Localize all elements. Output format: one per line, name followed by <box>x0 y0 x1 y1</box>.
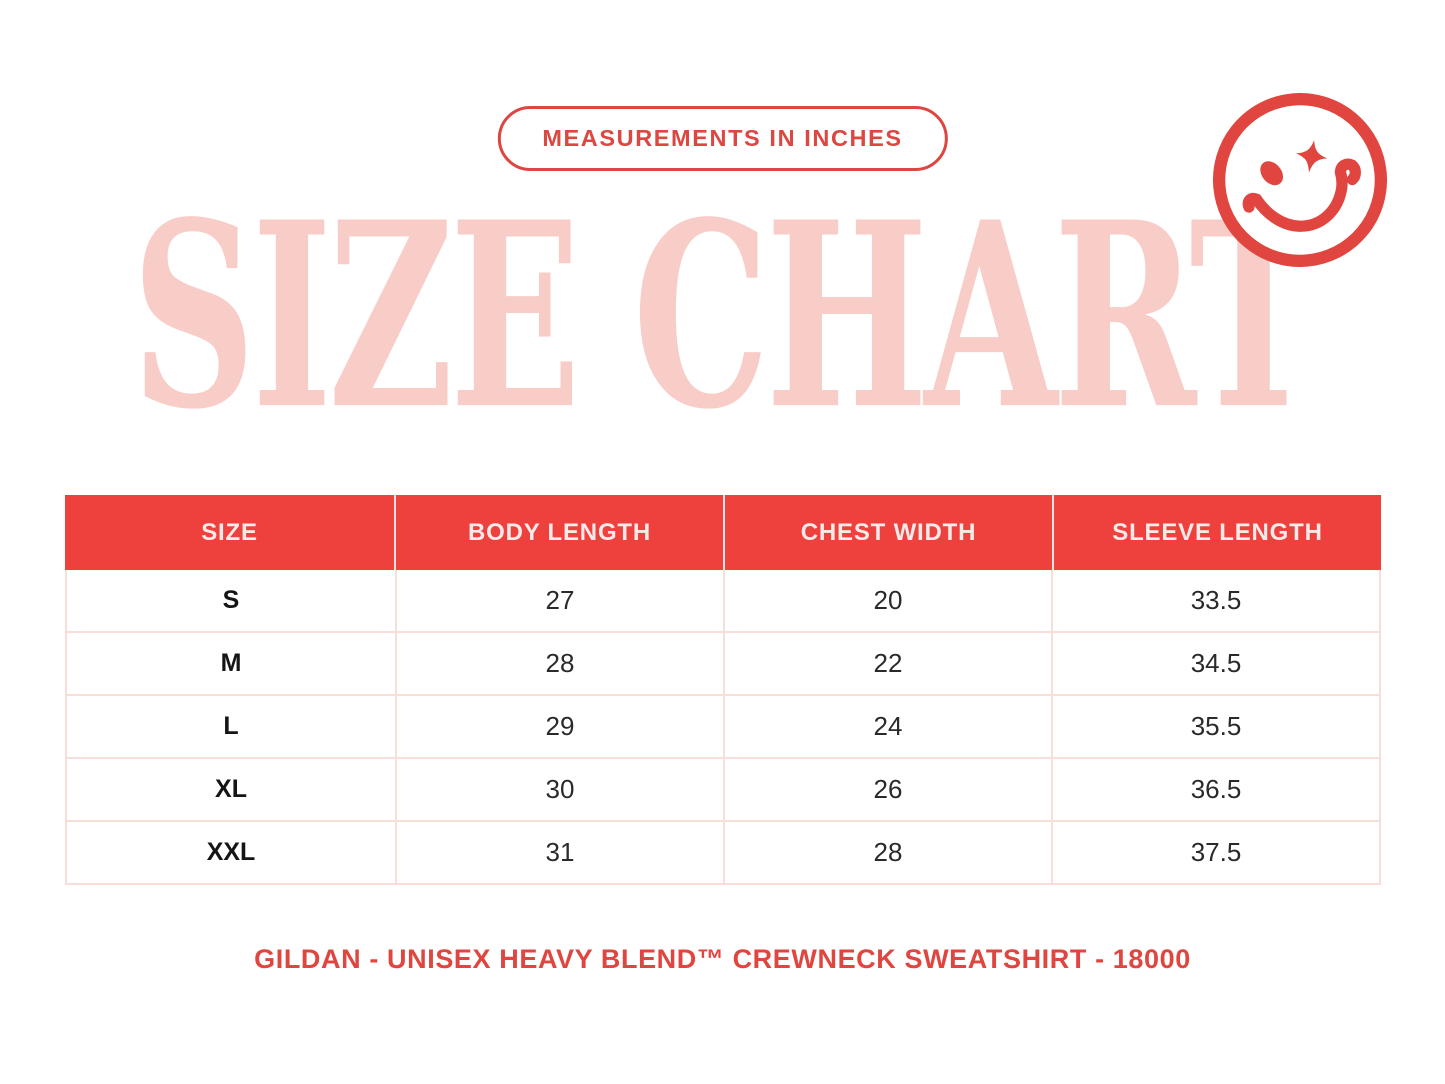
size-cell: XL <box>215 775 247 803</box>
header-size: SIZE <box>201 518 258 546</box>
size-table-header-row: SIZE BODY LENGTH CHEST WIDTH SLEEVE LENG… <box>65 495 1381 570</box>
value-cell: 37.5 <box>1051 822 1379 883</box>
size-cell: L <box>223 712 239 740</box>
table-row: XL 30 26 36.5 <box>67 759 1379 822</box>
size-table-body: S 27 20 33.5 M 28 22 34.5 L 29 24 35.5 XL 30 26 36.5 XXL… <box>65 570 1381 885</box>
value-cell: 30 <box>395 759 723 820</box>
table-row: S 27 20 33.5 <box>67 570 1379 633</box>
size-cell: XXL <box>206 838 256 866</box>
size-cell: M <box>220 649 242 677</box>
size-cell: S <box>222 586 240 614</box>
measurements-badge-label: MEASUREMENTS IN INCHES <box>542 125 903 151</box>
table-row: XXL 31 28 37.5 <box>67 822 1379 883</box>
smiley-face-outline <box>1213 93 1387 267</box>
value-cell: 28 <box>723 822 1051 883</box>
winking-smiley-icon <box>1213 93 1387 267</box>
value-cell: 20 <box>723 570 1051 631</box>
header-sleeve-length: SLEEVE LENGTH <box>1052 495 1381 570</box>
value-cell: 35.5 <box>1051 696 1379 757</box>
value-cell: 22 <box>723 633 1051 694</box>
page-title: SIZE CHART <box>131 165 1318 466</box>
smiley-left-eye <box>1260 161 1284 186</box>
value-cell: 31 <box>395 822 723 883</box>
value-cell: 26 <box>723 759 1051 820</box>
measurements-badge: MEASUREMENTS IN INCHES <box>497 106 948 171</box>
table-row: L 29 24 35.5 <box>67 696 1379 759</box>
product-caption: GILDAN - UNISEX HEAVY BLEND™ CREWNECK SW… <box>254 944 1191 974</box>
value-cell: 27 <box>395 570 723 631</box>
value-cell: 34.5 <box>1051 633 1379 694</box>
table-row: M 28 22 34.5 <box>67 633 1379 696</box>
smiley-smile <box>1242 158 1361 232</box>
value-cell: 33.5 <box>1051 570 1379 631</box>
smiley-star-eye <box>1295 140 1328 173</box>
value-cell: 36.5 <box>1051 759 1379 820</box>
size-table: SIZE BODY LENGTH CHEST WIDTH SLEEVE LENG… <box>65 495 1381 885</box>
header-chest-width: CHEST WIDTH <box>723 495 1052 570</box>
value-cell: 29 <box>395 696 723 757</box>
header-body-length: BODY LENGTH <box>394 495 723 570</box>
value-cell: 24 <box>723 696 1051 757</box>
value-cell: 28 <box>395 633 723 694</box>
